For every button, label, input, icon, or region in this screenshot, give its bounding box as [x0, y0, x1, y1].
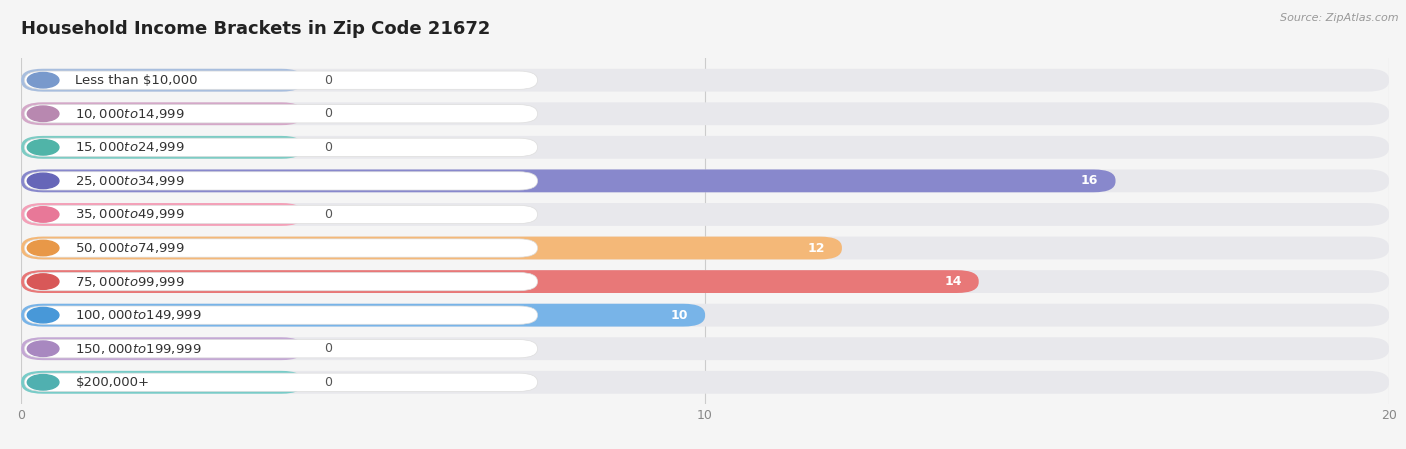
Text: 0: 0: [323, 107, 332, 120]
Text: $75,000 to $99,999: $75,000 to $99,999: [76, 275, 186, 289]
Text: 14: 14: [943, 275, 962, 288]
FancyBboxPatch shape: [24, 172, 537, 190]
Text: $35,000 to $49,999: $35,000 to $49,999: [76, 207, 186, 221]
FancyBboxPatch shape: [21, 304, 1389, 326]
Circle shape: [27, 374, 59, 390]
Text: 10: 10: [671, 308, 688, 321]
FancyBboxPatch shape: [21, 102, 1389, 125]
FancyBboxPatch shape: [21, 337, 1389, 360]
Text: Source: ZipAtlas.com: Source: ZipAtlas.com: [1281, 13, 1399, 23]
FancyBboxPatch shape: [24, 306, 537, 324]
FancyBboxPatch shape: [21, 371, 304, 394]
Text: 0: 0: [323, 376, 332, 389]
FancyBboxPatch shape: [21, 169, 1115, 192]
FancyBboxPatch shape: [21, 237, 1389, 260]
FancyBboxPatch shape: [21, 69, 304, 92]
FancyBboxPatch shape: [24, 138, 537, 156]
Circle shape: [27, 308, 59, 323]
FancyBboxPatch shape: [21, 203, 304, 226]
Text: 0: 0: [323, 74, 332, 87]
Circle shape: [27, 173, 59, 189]
Text: Less than $10,000: Less than $10,000: [76, 74, 198, 87]
Text: Household Income Brackets in Zip Code 21672: Household Income Brackets in Zip Code 21…: [21, 20, 491, 38]
Text: $15,000 to $24,999: $15,000 to $24,999: [76, 141, 186, 154]
FancyBboxPatch shape: [24, 205, 537, 224]
FancyBboxPatch shape: [21, 169, 1389, 192]
FancyBboxPatch shape: [21, 270, 979, 293]
FancyBboxPatch shape: [21, 136, 1389, 159]
Circle shape: [27, 207, 59, 222]
FancyBboxPatch shape: [21, 304, 706, 326]
Text: $100,000 to $149,999: $100,000 to $149,999: [76, 308, 202, 322]
FancyBboxPatch shape: [24, 373, 537, 392]
Circle shape: [27, 341, 59, 357]
FancyBboxPatch shape: [21, 102, 304, 125]
FancyBboxPatch shape: [24, 105, 537, 123]
Circle shape: [27, 106, 59, 122]
Text: 16: 16: [1081, 174, 1098, 187]
Circle shape: [27, 274, 59, 289]
FancyBboxPatch shape: [24, 71, 537, 89]
FancyBboxPatch shape: [21, 237, 842, 260]
Circle shape: [27, 72, 59, 88]
Text: $50,000 to $74,999: $50,000 to $74,999: [76, 241, 186, 255]
FancyBboxPatch shape: [21, 371, 1389, 394]
FancyBboxPatch shape: [21, 203, 1389, 226]
FancyBboxPatch shape: [21, 337, 304, 360]
FancyBboxPatch shape: [21, 136, 304, 159]
Circle shape: [27, 140, 59, 155]
FancyBboxPatch shape: [24, 273, 537, 291]
Text: $10,000 to $14,999: $10,000 to $14,999: [76, 107, 186, 121]
FancyBboxPatch shape: [21, 69, 1389, 92]
Circle shape: [27, 240, 59, 256]
Text: 0: 0: [323, 208, 332, 221]
FancyBboxPatch shape: [24, 339, 537, 358]
Text: 12: 12: [807, 242, 825, 255]
Text: $150,000 to $199,999: $150,000 to $199,999: [76, 342, 202, 356]
FancyBboxPatch shape: [21, 270, 1389, 293]
Text: 0: 0: [323, 141, 332, 154]
Text: $25,000 to $34,999: $25,000 to $34,999: [76, 174, 186, 188]
FancyBboxPatch shape: [24, 239, 537, 257]
Text: 0: 0: [323, 342, 332, 355]
Text: $200,000+: $200,000+: [76, 376, 149, 389]
